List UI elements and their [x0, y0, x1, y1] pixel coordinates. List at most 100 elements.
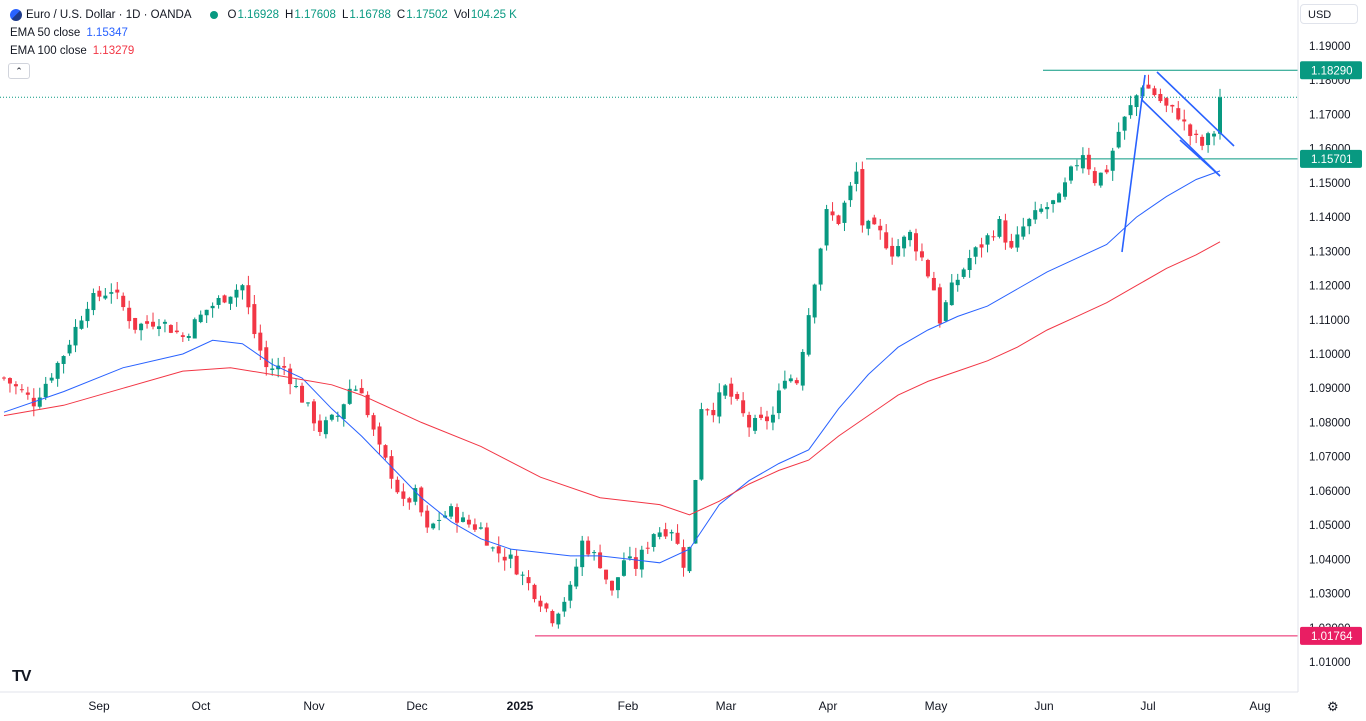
candle	[455, 507, 460, 523]
candle	[73, 326, 78, 346]
ema50-row[interactable]: EMA 50 close 1.15347	[10, 24, 523, 42]
candle	[896, 246, 901, 257]
time-tick-label: Feb	[618, 699, 639, 713]
candle	[425, 510, 430, 528]
candle	[359, 387, 364, 394]
ema100-label: EMA 100 close	[10, 45, 87, 57]
candle	[580, 540, 585, 568]
time-tick-label: May	[925, 699, 948, 713]
candle	[270, 368, 275, 370]
candle	[168, 325, 173, 333]
candle	[550, 611, 555, 624]
ema100-value: 1.13279	[92, 45, 135, 57]
candle	[1051, 200, 1056, 205]
candle	[830, 211, 835, 216]
candle	[931, 277, 936, 291]
ema50-value: 1.15347	[86, 27, 128, 39]
candle	[1152, 88, 1157, 96]
price-tick-label: 1.11000	[1309, 315, 1350, 327]
price-tick-label: 1.08000	[1309, 417, 1351, 429]
candle	[824, 209, 829, 246]
close-value: 1.17502	[406, 9, 448, 21]
close-label: C	[396, 9, 406, 21]
candle	[508, 554, 513, 559]
symbol-title[interactable]: Euro / U.S. Dollar · 1D · OANDA	[26, 9, 192, 21]
open-label: O	[227, 9, 237, 21]
ema50-line	[3, 170, 1221, 564]
price-tick-label: 1.17000	[1309, 109, 1351, 121]
candle	[884, 232, 889, 249]
price-tick-label: 1.06000	[1309, 486, 1351, 498]
candle	[973, 247, 978, 257]
candle	[13, 384, 18, 387]
candle	[1033, 210, 1038, 220]
candle	[1218, 97, 1222, 134]
candle	[460, 517, 465, 522]
ema50-label: EMA 50 close	[10, 27, 81, 39]
currency-flag-icon	[10, 9, 22, 21]
price-label-text: 1.15701	[1311, 154, 1353, 166]
candle	[1200, 136, 1205, 146]
price-tick-label: 1.14000	[1309, 212, 1351, 224]
candle	[1015, 234, 1020, 248]
candle	[1068, 166, 1073, 181]
candle	[1057, 193, 1062, 203]
candle	[568, 584, 573, 601]
candle	[723, 385, 728, 396]
candle	[592, 552, 597, 554]
candle	[109, 292, 114, 294]
candle	[1128, 105, 1133, 116]
candle	[514, 555, 519, 575]
market-status-icon	[209, 11, 218, 19]
candle	[782, 380, 787, 389]
candle	[1086, 154, 1091, 170]
candle	[836, 215, 841, 224]
candle	[818, 248, 823, 285]
candle	[657, 532, 662, 537]
candle	[490, 547, 495, 549]
low-value: 1.16788	[349, 9, 391, 21]
price-tick-label: 1.07000	[1309, 452, 1351, 464]
candle	[1110, 150, 1115, 171]
candle	[627, 556, 632, 559]
currency-button[interactable]: USD	[1300, 4, 1358, 24]
gear-icon[interactable]: ⚙	[1327, 699, 1339, 714]
collapse-legend-button[interactable]: ⌃	[8, 63, 30, 79]
candle	[699, 409, 704, 480]
candle	[478, 527, 483, 529]
candle	[878, 225, 883, 231]
candle	[1194, 133, 1199, 136]
candle	[67, 344, 72, 354]
candle	[91, 293, 96, 311]
ema100-row[interactable]: EMA 100 close 1.13279	[10, 42, 523, 60]
candle	[228, 296, 233, 304]
candle	[419, 487, 424, 513]
candle	[711, 409, 716, 416]
candle	[860, 169, 865, 226]
candle	[329, 414, 334, 420]
candle	[246, 285, 251, 308]
candle	[97, 290, 102, 297]
candle	[1098, 172, 1103, 186]
candle	[806, 315, 811, 355]
candle	[216, 297, 221, 305]
candle	[562, 601, 567, 612]
candle	[639, 549, 644, 570]
candle	[955, 279, 960, 286]
flag-pattern-line	[1179, 139, 1221, 177]
price-tick-label: 1.03000	[1309, 589, 1351, 601]
flag-pattern-line	[1121, 74, 1146, 253]
candle	[413, 487, 418, 502]
candle	[174, 330, 179, 333]
candle	[991, 236, 996, 238]
candle	[180, 335, 185, 337]
time-tick-label: Nov	[303, 699, 324, 713]
candle	[407, 498, 412, 503]
time-tick-label: Jul	[1140, 699, 1155, 713]
candle	[294, 386, 299, 388]
candle	[1021, 226, 1026, 237]
candle	[466, 519, 471, 525]
tradingview-logo[interactable]: TV	[12, 668, 31, 685]
candle	[198, 314, 203, 323]
